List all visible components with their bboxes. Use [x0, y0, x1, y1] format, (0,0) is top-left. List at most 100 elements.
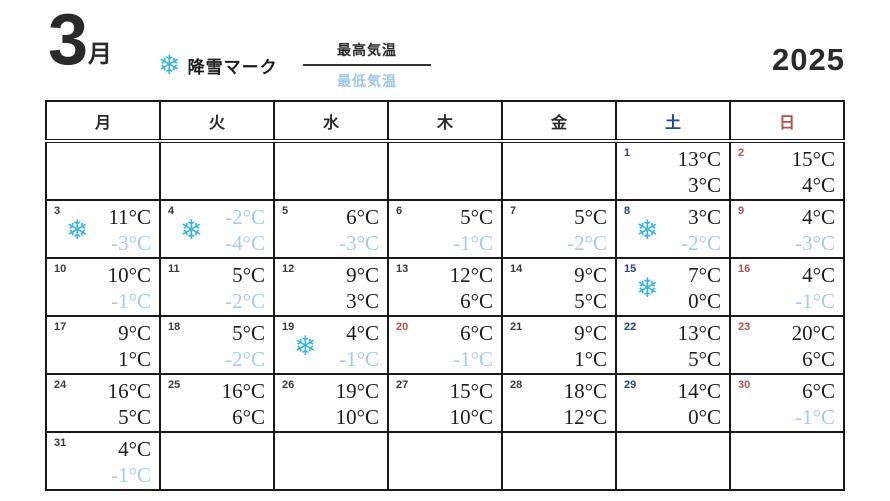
calendar-week-row: 10 10°C -1°C 11 5°C -2°C 12 9°C 3°C 13 12°C 6°C 14 9°… — [45, 257, 845, 317]
day-number: 31 — [54, 437, 67, 449]
day-cell: 7 5°C -2°C — [501, 199, 617, 259]
low-temp-value: 12°C — [563, 405, 607, 429]
low-temp-value: 6°C — [460, 289, 493, 313]
high-temp-label: 最高気温 — [337, 42, 397, 58]
day-cell: 19 ❄ 4°C -1°C — [273, 315, 389, 375]
high-temp-value: 9°C — [574, 321, 607, 345]
weekday-header: 火 — [159, 100, 275, 143]
day-cell: 26 19°C 10°C — [273, 373, 389, 433]
empty-cell — [501, 431, 617, 491]
calendar-header: 3 月 ❄ 降雪マーク 最高気温 最低気温 2025 — [45, 0, 845, 100]
day-cell: 4 ❄ -2°C -4°C — [159, 199, 275, 259]
day-cell: 31 4°C -1°C — [45, 431, 161, 491]
empty-cell — [159, 140, 275, 201]
day-cell: 10 10°C -1°C — [45, 257, 161, 317]
weekday-header: 木 — [387, 100, 503, 143]
snowflake-icon: ❄ — [180, 215, 203, 246]
low-temp-value: -2°C — [567, 231, 607, 255]
low-temp-value: 1°C — [118, 347, 151, 371]
day-number: 20 — [396, 321, 409, 333]
temperature-block: 6°C -1°C — [389, 317, 501, 372]
low-temp-value: 5°C — [118, 405, 151, 429]
empty-cell — [45, 140, 161, 201]
empty-cell — [273, 431, 389, 491]
month-title: 3 月 — [48, 0, 112, 80]
day-cell: 15 ❄ 7°C 0°C — [615, 257, 731, 317]
day-cell: 8 ❄ 3°C -2°C — [615, 199, 731, 259]
high-temp-value: 4°C — [118, 437, 151, 461]
low-temp-value: -2°C — [225, 289, 265, 313]
day-number: 7 — [510, 205, 517, 217]
day-cell: 13 12°C 6°C — [387, 257, 503, 317]
day-number: 30 — [738, 379, 751, 391]
temperature-block: 5°C -2°C — [161, 259, 273, 314]
day-number: 26 — [282, 379, 295, 391]
day-cell: 30 6°C -1°C — [729, 373, 845, 433]
temperature-block: 12°C 6°C — [389, 259, 501, 314]
low-temp-value: 4°C — [802, 173, 835, 197]
month-number: 3 — [48, 0, 88, 80]
temperature-block: 5°C -2°C — [161, 317, 273, 372]
high-temp-value: 6°C — [802, 379, 835, 403]
empty-cell — [501, 140, 617, 201]
high-temp-value: 5°C — [232, 263, 265, 287]
day-cell: 12 9°C 3°C — [273, 257, 389, 317]
low-temp-value: -1°C — [453, 347, 493, 371]
empty-cell — [387, 431, 503, 491]
day-number: 5 — [282, 205, 289, 217]
temperature-block: 5°C -2°C — [503, 201, 615, 256]
calendar-week-row: 31 4°C -1°C — [45, 431, 845, 491]
snowflake-icon: ❄ — [636, 273, 659, 304]
high-temp-value: 14°C — [677, 379, 721, 403]
low-temp-value: 6°C — [802, 347, 835, 371]
high-temp-value: 13°C — [677, 147, 721, 171]
high-temp-value: 3°C — [688, 205, 721, 229]
low-temp-value: 0°C — [688, 405, 721, 429]
day-number: 24 — [54, 379, 67, 391]
low-temp-value: -2°C — [681, 231, 721, 255]
calendar-week-row: 1 13°C 3°C 2 15°C 4°C — [45, 140, 845, 201]
high-temp-value: 7°C — [688, 263, 721, 287]
high-temp-value: 16°C — [221, 379, 265, 403]
high-temp-value: 13°C — [677, 321, 721, 345]
day-number: 21 — [510, 321, 523, 333]
temperature-block: 7°C 0°C — [617, 259, 729, 314]
low-temp-value: 10°C — [335, 405, 379, 429]
low-temp-value: -1°C — [795, 289, 835, 313]
day-cell: 23 20°C 6°C — [729, 315, 845, 375]
weekday-header: 水 — [273, 100, 389, 143]
weekday-header: 日 — [729, 100, 845, 143]
day-number: 23 — [738, 321, 751, 333]
snowflake-icon: ❄ — [636, 215, 659, 246]
day-number: 12 — [282, 263, 295, 275]
high-temp-value: 12°C — [449, 263, 493, 287]
day-cell: 16 4°C -1°C — [729, 257, 845, 317]
temperature-block: 13°C 3°C — [617, 143, 729, 198]
low-temp-value: 0°C — [688, 289, 721, 313]
low-temp-value: 5°C — [688, 347, 721, 371]
day-number: 4 — [168, 205, 175, 217]
temp-legend: 最高気温 最低気温 — [303, 40, 431, 91]
temperature-block: 14°C 0°C — [617, 375, 729, 430]
high-temp-value: 19°C — [335, 379, 379, 403]
day-number: 29 — [624, 379, 637, 391]
high-temp-value: -2°C — [225, 205, 265, 229]
day-cell: 28 18°C 12°C — [501, 373, 617, 433]
high-temp-value: 9°C — [346, 263, 379, 287]
day-number: 6 — [396, 205, 403, 217]
day-cell: 17 9°C 1°C — [45, 315, 161, 375]
empty-cell — [729, 431, 845, 491]
day-number: 9 — [738, 205, 745, 217]
temperature-block: 15°C 10°C — [389, 375, 501, 430]
temperature-block: 4°C -1°C — [275, 317, 387, 372]
high-temp-value: 5°C — [232, 321, 265, 345]
temperature-block: 5°C -1°C — [389, 201, 501, 256]
low-temp-label: 最低気温 — [337, 73, 397, 89]
day-number: 27 — [396, 379, 409, 391]
day-number: 3 — [54, 205, 61, 217]
low-temp-value: 1°C — [574, 347, 607, 371]
empty-cell — [615, 431, 731, 491]
low-temp-value: -1°C — [339, 347, 379, 371]
low-temp-value: -1°C — [111, 463, 151, 487]
temperature-block: 16°C 5°C — [47, 375, 159, 430]
